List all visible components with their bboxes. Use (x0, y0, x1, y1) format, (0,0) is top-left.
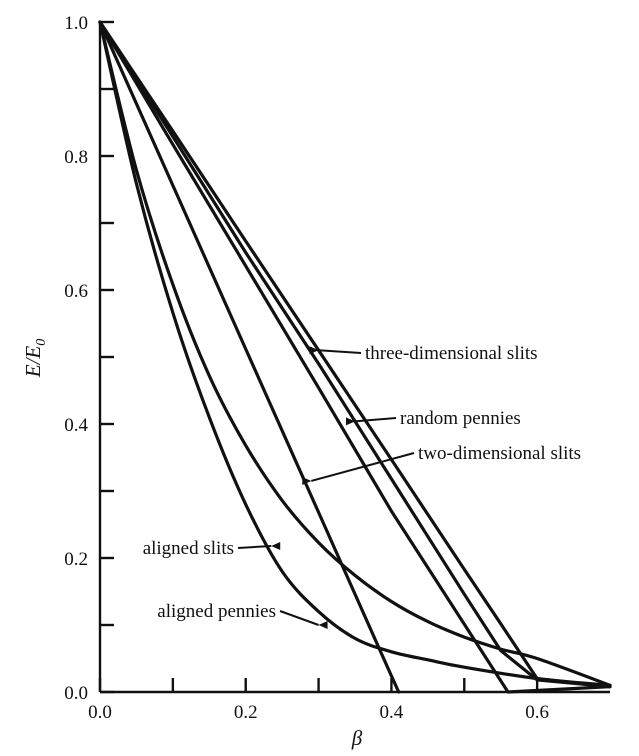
annotation-leader-line (311, 452, 415, 482)
annotation-three-dimensional-slits: three-dimensional slits (365, 343, 538, 364)
annotation-aligned-slits: aligned slits (143, 538, 234, 559)
aligned-slits-curve (98, 20, 612, 687)
aligned-pennies-curve (98, 20, 612, 687)
y-tick-label: 0.4 (64, 415, 88, 436)
x-tick-label: 0.2 (234, 702, 258, 723)
svg-text:E/E0: E/E0 (21, 339, 49, 379)
annotation-arrowhead (309, 346, 319, 355)
annotation-leader-line (237, 544, 272, 549)
annotation-arrowhead (346, 417, 355, 426)
y-tick-label: 1.0 (64, 13, 88, 34)
annotation-leader-line (354, 417, 397, 423)
annotation-arrowhead (302, 476, 312, 485)
annotation-leader-line (318, 349, 362, 354)
annotation-aligned-pennies: aligned pennies (157, 601, 276, 622)
annotation-arrowhead (271, 541, 281, 550)
x-tick-label: 0.0 (88, 702, 112, 723)
y-axis-title: E/E0 (21, 339, 49, 379)
y-tick-label: 0.0 (64, 683, 88, 704)
x-axis-title: β (351, 726, 363, 750)
y-axis-title-sub: 0 (34, 339, 49, 346)
y-tick-label: 0.2 (64, 549, 88, 570)
unlabeled-curve (98, 20, 401, 694)
x-tick-label: 0.4 (380, 702, 404, 723)
annotation-leader-line (279, 610, 319, 626)
y-tick-label: 0.8 (64, 147, 88, 168)
annotation-two-dimensional-slits: two-dimensional slits (418, 443, 581, 464)
two-dimensional-slits-curve (98, 20, 612, 694)
annotation-random-pennies: random pennies (400, 408, 521, 429)
annotation-arrowhead (318, 621, 328, 629)
y-axis-title-main: E/E (21, 346, 45, 379)
ticks: 0.0 0.2 0.4 0.6 0.0 0.2 0.4 0.6 0.8 1.0 (64, 13, 549, 723)
random-pennies-curve (98, 20, 612, 689)
y-tick-label: 0.6 (64, 281, 88, 302)
annotations: three-dimensional slits random pennies two… (143, 343, 581, 629)
x-tick-label: 0.6 (525, 702, 549, 723)
